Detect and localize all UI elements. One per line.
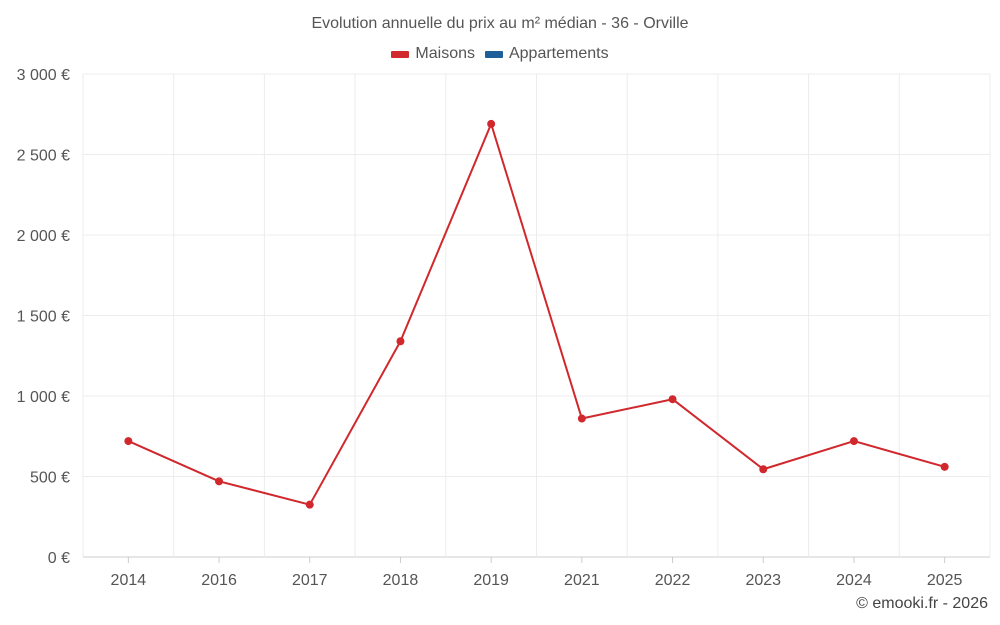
data-point <box>215 477 224 486</box>
data-point <box>305 500 314 509</box>
y-tick-label: 1 500 € <box>17 309 70 326</box>
data-point <box>940 462 949 471</box>
chart-legend: Maisons Appartements <box>0 45 1000 63</box>
data-point <box>668 395 677 404</box>
y-tick-label: 500 € <box>30 470 70 487</box>
y-tick-label: 2 000 € <box>17 228 70 245</box>
data-point <box>577 414 586 423</box>
x-tick-label: 2016 <box>201 572 237 589</box>
x-tick-label: 2025 <box>927 572 963 589</box>
series-line-maisons <box>127 122 945 506</box>
x-tick-label: 2019 <box>473 572 509 589</box>
y-tick-label: 3 000 € <box>17 67 70 84</box>
legend-swatch-maisons <box>391 50 410 58</box>
legend-item-maisons[interactable]: Maisons <box>391 45 475 63</box>
x-tick-label: 2017 <box>292 572 328 589</box>
x-tick-label: 2023 <box>745 572 781 589</box>
data-point <box>124 437 133 446</box>
x-tick-label: 2018 <box>383 572 419 589</box>
y-tick-label: 0 € <box>48 550 70 567</box>
x-tick-label: 2014 <box>111 572 147 589</box>
data-point <box>849 437 858 446</box>
chart-title: Evolution annuelle du prix au m² médian … <box>311 15 689 32</box>
data-point <box>396 337 405 346</box>
legend-swatch-appartements <box>484 50 503 58</box>
y-tick-label: 2 500 € <box>17 148 70 165</box>
legend-item-appartements[interactable]: Appartements <box>484 45 609 63</box>
credit-text: © emooki.fr - 2026 <box>856 595 988 612</box>
legend-label-appartements: Appartements <box>508 45 609 62</box>
x-tick-label: 2024 <box>836 572 872 589</box>
y-tick-label: 1 000 € <box>17 389 70 406</box>
data-point <box>487 119 496 128</box>
x-tick-label: 2022 <box>655 572 691 589</box>
legend-label-maisons: Maisons <box>415 45 475 62</box>
data-point <box>759 465 768 474</box>
x-tick-label: 2021 <box>564 572 600 589</box>
